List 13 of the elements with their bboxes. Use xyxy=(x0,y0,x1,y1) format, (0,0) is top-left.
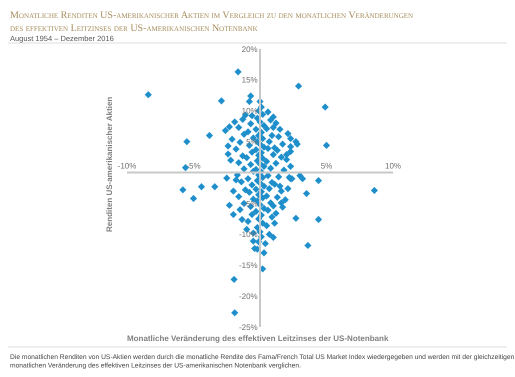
x-tick-label: 10% xyxy=(384,162,402,171)
y-tick-label: -10% xyxy=(238,230,258,240)
y-tick-label: 15% xyxy=(242,76,258,85)
y-tick-label: -25% xyxy=(238,322,258,332)
x-tick-label: 5% xyxy=(320,162,332,171)
y-tick-label: 20% xyxy=(242,44,258,54)
y-tick-label: -20% xyxy=(238,292,258,301)
chart-title: Monatliche Renditen US-amerikanischer Aktien im Vergleich zu den monatlichen Veränderungen des effektiven Leitzinses der US-amerikanischen Notenbank xyxy=(10,10,414,34)
x-tick-label: -5% xyxy=(186,162,201,171)
y-axis-title: Renditen US-amerikanischer Aktien xyxy=(105,96,114,232)
x-axis-title: Monatliche Veränderung des effektiven Leitzinses der US-Notenbank xyxy=(127,334,389,343)
y-tick-label: -15% xyxy=(238,261,258,270)
x-tick-label: -10% xyxy=(118,162,136,171)
